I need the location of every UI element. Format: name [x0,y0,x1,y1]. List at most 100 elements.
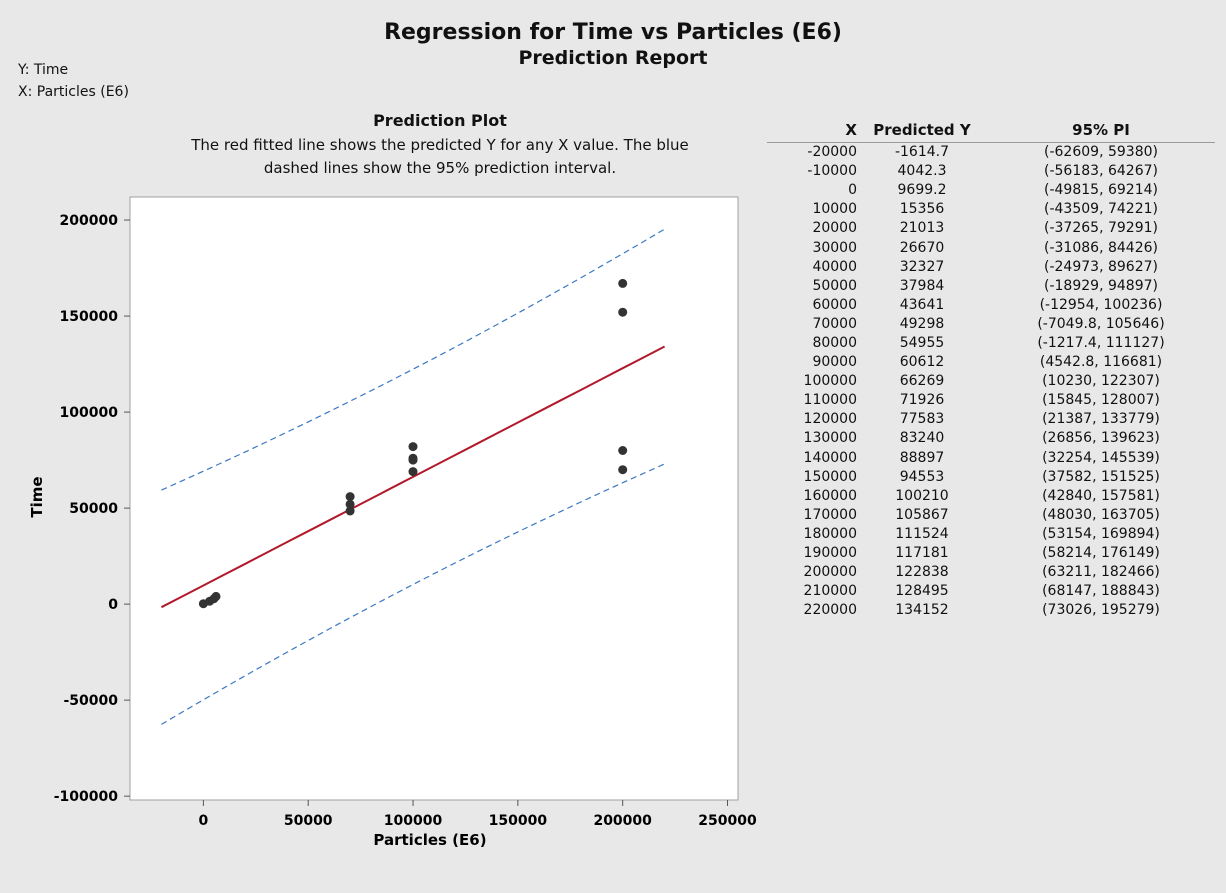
cell-x: 70000 [812,315,857,332]
column-header-pi: 95% PI [987,118,1215,143]
table-row: 80000 54955 (-1217.4, 111127) [767,334,1215,353]
cell-predicted: -1614.7 [894,144,950,161]
table-row: 30000 26670 (-31086, 84426) [767,238,1215,257]
cell-predicted: 43641 [899,296,945,313]
cell-x: 80000 [812,334,857,351]
cell-pi: (32254, 145539) [1042,449,1160,466]
cell-x: 200000 [803,564,857,581]
cell-x: 160000 [803,487,857,504]
cell-pi: (-24973, 89627) [1044,258,1158,275]
cell-x: 220000 [803,602,857,619]
table-row: 100000 66269 (10230, 122307) [767,372,1215,391]
cell-predicted: 122838 [895,564,949,581]
prediction-plot: -100000 -50000 0 50000 100000 150000 200000 0 5… [28,196,757,849]
data-point [618,446,628,455]
cell-pi: (-7049.8, 105646) [1037,315,1165,332]
cell-predicted: 66269 [899,373,945,390]
cell-predicted: 32327 [899,258,945,275]
report-title: Regression for Time vs Particles (E6) [384,20,842,45]
cell-pi: (26856, 139623) [1042,430,1160,447]
cell-pi: (37582, 151525) [1042,468,1160,485]
x-tick-label: 200000 [593,813,652,829]
table-row: 140000 88897 (32254, 145539) [767,449,1215,468]
y-axis: -100000 -50000 0 50000 100000 150000 200000 [54,213,130,805]
table-row: 20000 21013 (-37265, 79291) [767,219,1215,238]
cell-x: 50000 [812,277,857,294]
report-subtitle: Prediction Report [518,47,708,69]
cell-pi: (4542.8, 116681) [1039,354,1163,371]
cell-x: 90000 [812,354,857,371]
cell-x: 140000 [803,449,857,466]
column-header-x: X [767,118,857,143]
x-tick-label: 150000 [489,813,548,829]
cell-predicted: 37984 [899,277,945,294]
y-tick-label: 150000 [60,309,119,325]
cell-x: 170000 [803,506,857,523]
cell-x: 40000 [812,258,857,275]
cell-x: 0 [848,182,857,199]
x-tick-label: 50000 [284,813,333,829]
table-row: 180000 111524 (53154, 169894) [767,525,1215,544]
data-point [408,442,418,452]
cell-pi: (58214, 176149) [1042,545,1160,562]
x-tick-label: 0 [199,813,209,829]
cell-x: 110000 [803,392,857,409]
cell-predicted: 83240 [899,430,945,447]
table-row: 70000 49298 (-7049.8, 105646) [767,315,1215,334]
plot-description: The red fitted line shows the predicted … [160,134,720,180]
y-tick-label: -50000 [63,693,118,709]
cell-pi: (42840, 157581) [1042,487,1160,504]
data-point [618,278,628,288]
cell-predicted: 134152 [895,602,949,619]
table-row: 210000 128495 (68147, 188843) [767,582,1215,601]
y-tick-label: 0 [108,597,118,613]
cell-pi: (-37265, 79291) [1044,220,1158,237]
cell-x: 100000 [803,373,857,390]
y-axis-title: Time [28,476,46,517]
x-tick-label: 250000 [698,813,757,829]
y-variable-label: Y: Time [18,62,69,78]
y-tick-label: 50000 [69,501,118,517]
plot-title: Prediction Plot [373,111,507,130]
data-point [618,465,628,475]
cell-pi: (-31086, 84426) [1044,239,1158,256]
cell-x: 150000 [803,468,857,485]
table-row: 190000 117181 (58214, 176149) [767,544,1215,563]
table-row: 50000 37984 (-18929, 94897) [767,277,1215,296]
table-row: 200000 122838 (63211, 182466) [767,563,1215,582]
data-points [198,278,628,609]
plot-description-line: dashed lines show the 95% prediction int… [263,159,617,177]
table-row: 110000 71926 (15845, 128007) [767,391,1215,410]
x-variable-label: X: Particles (E6) [18,84,129,100]
cell-pi: (15845, 128007) [1042,392,1160,409]
cell-x: 30000 [812,239,857,256]
cell-predicted: 4042.3 [897,163,947,180]
data-point [345,492,355,502]
cell-pi: (73026, 195279) [1042,602,1160,619]
cell-pi: (68147, 188843) [1042,583,1160,600]
cell-pi: (53154, 169894) [1042,525,1160,542]
table-row: -10000 4042.3 (-56183, 64267) [767,162,1215,181]
column-header-predicted: Predicted Y [857,118,987,143]
cell-predicted: 100210 [895,487,949,504]
fitted-line [160,345,666,609]
cell-x: -10000 [807,163,857,180]
cell-predicted: 94553 [899,468,945,485]
cell-pi: (-12954, 100236) [1039,296,1163,313]
table-row: 90000 60612 (4542.8, 116681) [767,353,1215,372]
x-axis: 0 50000 100000 150000 200000 250000 [199,800,757,829]
data-point [345,499,355,509]
y-tick-label: -100000 [54,789,119,805]
table-row: 120000 77583 (21387, 133779) [767,410,1215,429]
cell-pi: (-62609, 59380) [1044,144,1158,161]
cell-predicted: 60612 [899,354,945,371]
data-point [408,467,418,477]
table-row: 10000 15356 (-43509, 74221) [767,200,1215,219]
table-row: -20000 -1614.7 (-62609, 59380) [767,143,1215,163]
data-point [408,453,418,463]
plot-area [129,196,739,801]
table-row: 220000 134152 (73026, 195279) [767,601,1215,620]
table-row: 170000 105867 (48030, 163705) [767,506,1215,525]
cell-predicted: 54955 [899,334,945,351]
cell-predicted: 77583 [899,411,945,428]
